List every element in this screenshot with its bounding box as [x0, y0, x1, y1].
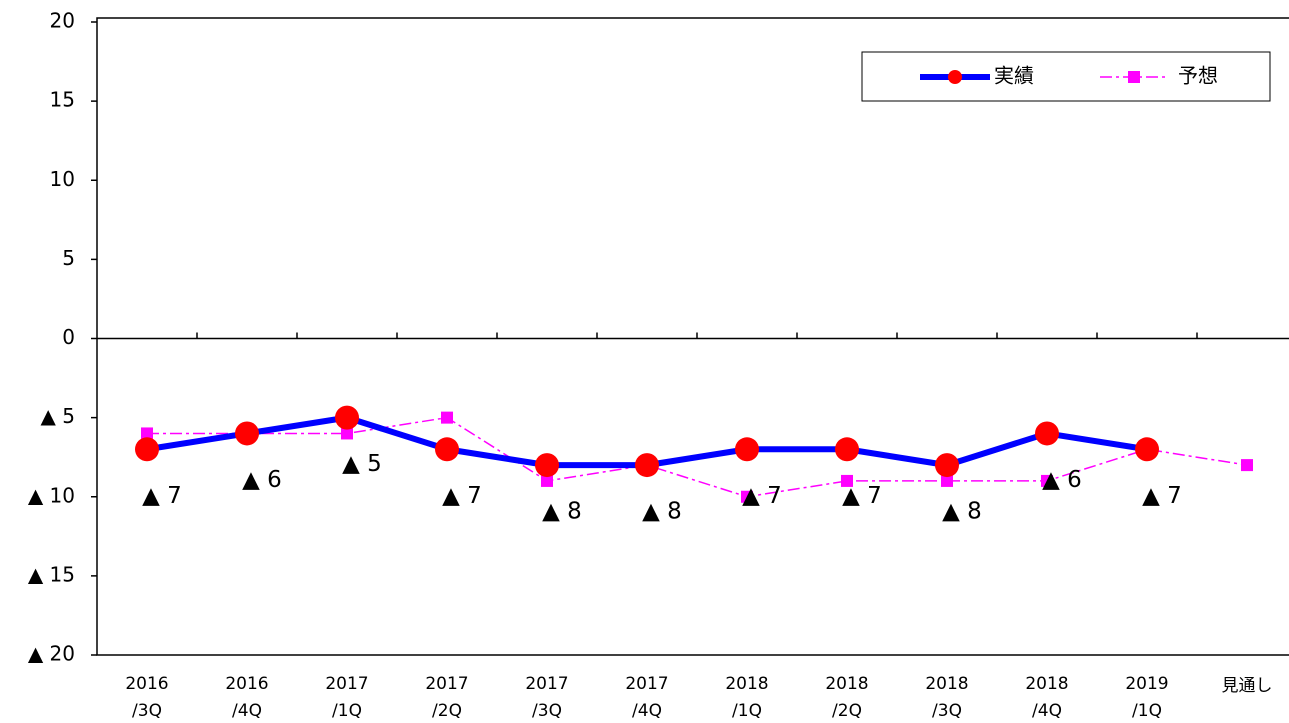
point [535, 453, 559, 478]
y-tick-label: 15 [50, 88, 75, 112]
y-tick-label: 5 [62, 246, 75, 270]
value-label: ▲ 6 [242, 467, 282, 493]
value-label: ▲ 5 [342, 451, 382, 477]
point [941, 474, 953, 487]
label-line: 2017 [525, 674, 568, 694]
y-tick-label: ▲ 15 [28, 562, 75, 586]
label-line: /1Q [1132, 701, 1162, 721]
y-tick-label: ▲ 5 [41, 404, 75, 428]
y-tick-label: 10 [50, 167, 75, 191]
y-tick-label: ▲ 20 [28, 642, 75, 666]
label-line: 2018 [925, 674, 968, 694]
y-tick-label: ▲ 10 [28, 483, 75, 507]
label-line: /2Q [432, 701, 462, 721]
label-line: 2018 [825, 674, 868, 694]
x-tick-label: 2017/4Q [625, 674, 668, 721]
x-tick-label: 見通し [1222, 676, 1273, 696]
value-label: ▲ 7 [442, 483, 482, 509]
value-label: ▲ 8 [942, 499, 982, 525]
label-line: /3Q [132, 701, 162, 721]
value-label: ▲ 6 [1042, 467, 1082, 493]
point [141, 427, 153, 440]
label-line: 2018 [725, 674, 768, 694]
label-line: 2016 [125, 674, 168, 694]
label-line: 2018 [1025, 674, 1068, 694]
point [541, 474, 553, 487]
label-line: /4Q [632, 701, 662, 721]
point [1135, 437, 1159, 462]
x-tick-label: 2018/3Q [925, 674, 968, 721]
label-line: /1Q [732, 701, 762, 721]
point [135, 437, 159, 462]
label-line: /3Q [932, 701, 962, 721]
value-label: ▲ 8 [642, 499, 682, 525]
legend-marker [948, 70, 962, 84]
point [1035, 421, 1059, 446]
label-line: /1Q [332, 701, 362, 721]
x-tick-label: 2019/1Q [1125, 674, 1168, 721]
x-tick-label: 2016/4Q [225, 674, 268, 721]
legend-marker [1128, 71, 1140, 83]
x-tick-label: 2017/3Q [525, 674, 568, 721]
legend-label: 実績 [994, 64, 1034, 88]
point [235, 421, 259, 446]
label-line: /4Q [1032, 701, 1062, 721]
x-tick-label: 2017/1Q [325, 674, 368, 721]
x-tick-label: 2018/1Q [725, 674, 768, 721]
label-line: 2016 [225, 674, 268, 694]
plot-border [96, 17, 1289, 656]
point [841, 474, 853, 487]
value-label: ▲ 7 [742, 483, 782, 509]
value-label: ▲ 7 [1142, 483, 1182, 509]
label-line: /2Q [832, 701, 862, 721]
point [335, 405, 359, 430]
label-line: 2017 [325, 674, 368, 694]
value-label: ▲ 7 [142, 483, 182, 509]
series-line [147, 416, 1248, 498]
y-tick-label: 0 [62, 325, 75, 349]
point [935, 453, 959, 478]
point [835, 437, 859, 462]
point [441, 411, 453, 424]
x-tick-label: 2018/2Q [825, 674, 868, 721]
point [635, 453, 659, 478]
value-label: ▲ 8 [542, 499, 582, 525]
point [735, 437, 759, 462]
point [435, 437, 459, 462]
x-tick-label: 2017/2Q [425, 674, 468, 721]
label-line: 2017 [625, 674, 668, 694]
x-tick-label: 2018/4Q [1025, 674, 1068, 721]
point [1041, 474, 1053, 487]
x-tick-label: 2016/3Q [125, 674, 168, 721]
value-label: ▲ 7 [842, 483, 882, 509]
point [741, 490, 753, 503]
legend-label: 予想 [1178, 64, 1218, 88]
y-tick-label: 20 [50, 9, 75, 33]
label-line: /4Q [232, 701, 262, 721]
label-line: 2019 [1125, 674, 1168, 694]
label-line: 2017 [425, 674, 468, 694]
point [1241, 459, 1253, 472]
point [341, 427, 353, 440]
label-line: /3Q [532, 701, 562, 721]
